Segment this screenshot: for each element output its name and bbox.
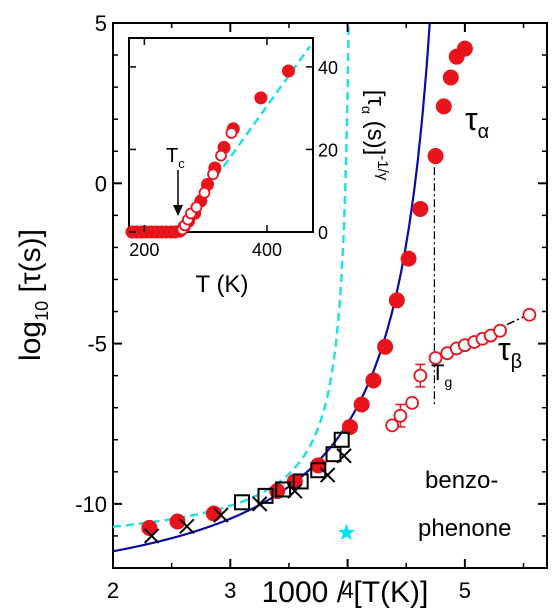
tau-alpha-main: τ — [465, 101, 478, 137]
inset-plot-frame — [128, 37, 314, 233]
tau-alpha-sub: α — [478, 121, 490, 143]
data-point-cross — [179, 518, 195, 535]
x-tick-label: 3 — [224, 578, 236, 603]
data-point-cross — [144, 528, 160, 544]
data-point-open-circle — [393, 408, 408, 423]
y-tick-label: -5 — [87, 332, 107, 357]
data-point-filled-circle — [388, 292, 405, 309]
data-point-open-square — [292, 473, 309, 490]
data-point-filled-circle — [169, 513, 186, 530]
main-ylabel: log10 [τ(s)] — [14, 229, 52, 361]
data-point-filled-circle — [412, 200, 429, 217]
data-point-open-square — [325, 446, 342, 463]
data-point-open-square — [234, 494, 251, 511]
data-point-filled-circle — [365, 372, 382, 389]
data-point-open-circle — [405, 395, 420, 410]
data-point-open-circle — [428, 351, 443, 365]
inset-plot-area: 200 400 0 20 40 — [125, 38, 338, 260]
data-point-open-circle — [493, 323, 507, 338]
data-point-open-circle — [413, 368, 428, 383]
main-ylabel-rest: [τ(s)] — [14, 229, 47, 301]
x-tick-label: 5 — [459, 578, 471, 603]
data-point-star — [337, 523, 355, 540]
data-point-cross — [251, 496, 268, 512]
inset-y-tick-label: 40 — [318, 58, 338, 78]
data-point-filled-circle — [400, 250, 417, 267]
tg-main: T — [431, 360, 444, 385]
y-tick-label: 5 — [95, 11, 107, 36]
inset-point-open-circle — [207, 168, 219, 181]
inset-point-open-circle — [215, 149, 227, 162]
data-point-cross — [287, 483, 303, 499]
data-point-filled-circle — [377, 338, 394, 355]
data-point-cross — [213, 507, 229, 523]
inset-point-filled-circle — [254, 91, 268, 105]
y-tick-label: 0 — [95, 171, 107, 196]
inset-point-open-circle — [190, 201, 203, 214]
tg-label: Tg — [431, 360, 452, 390]
inset-point-filled-circle — [281, 64, 295, 78]
tc-sub: c — [178, 156, 185, 171]
inset-xlabel: T (K) — [196, 271, 249, 298]
data-point-open-square — [275, 481, 292, 498]
material-label-line1: benzo- — [425, 467, 498, 494]
data-point-filled-circle — [141, 519, 158, 536]
svg-text:[τα (s)]-1/γ: [τα (s)]-1/γ — [359, 90, 391, 181]
tau-beta-sub: β — [511, 351, 523, 373]
inset-point-open-circle — [225, 127, 238, 139]
main-plot-frame — [112, 22, 548, 569]
data-point-open-square — [310, 462, 327, 479]
data-point-filled-circle — [353, 396, 370, 413]
tc-label: Tc — [166, 145, 185, 171]
data-point-open-circle — [385, 418, 400, 433]
data-point-open-square — [257, 487, 274, 504]
main-plot-area: 2 3 4 5 5 0 -5 -10 — [75, 11, 547, 603]
x-tick-label: 2 — [107, 578, 119, 603]
inset-ylabel: [τα (s)]-1/γ — [359, 90, 391, 181]
inset-x-tick-label: 200 — [129, 240, 159, 260]
main-ylabel-main: log — [14, 321, 47, 361]
data-point-open-circle — [522, 307, 537, 322]
tau-beta-label: τβ — [498, 331, 522, 373]
data-point-cross — [336, 448, 352, 464]
tau-alpha-label: τα — [465, 101, 489, 143]
tc-arrow-head — [173, 205, 183, 216]
inset-point-open-circle — [198, 186, 211, 199]
data-point-open-square — [333, 431, 350, 448]
y-tick-label: -10 — [75, 492, 107, 517]
data-point-filled-circle — [442, 69, 459, 86]
svg-text:log10 [τ(s)]: log10 [τ(s)] — [14, 229, 52, 361]
data-point-filled-circle — [456, 40, 473, 57]
inset-y-tick-label: 0 — [318, 223, 328, 243]
inset-x-tick-label: 400 — [252, 240, 282, 260]
data-point-filled-circle — [341, 418, 358, 435]
x-tick-label: 4 — [341, 578, 353, 603]
data-point-cross — [319, 467, 336, 483]
data-point-filled-circle — [435, 98, 452, 115]
tau-beta-main: τ — [498, 331, 511, 367]
tc-main: T — [166, 145, 178, 167]
main-ylabel-sub: 10 — [32, 301, 52, 321]
main-xlabel: 1000 / [T(K)] — [262, 576, 429, 609]
inset-y-tick-label: 20 — [318, 140, 338, 160]
material-label-line2: phenone — [418, 515, 511, 542]
tg-sub: g — [444, 374, 452, 390]
data-point-filled-circle — [427, 148, 444, 165]
